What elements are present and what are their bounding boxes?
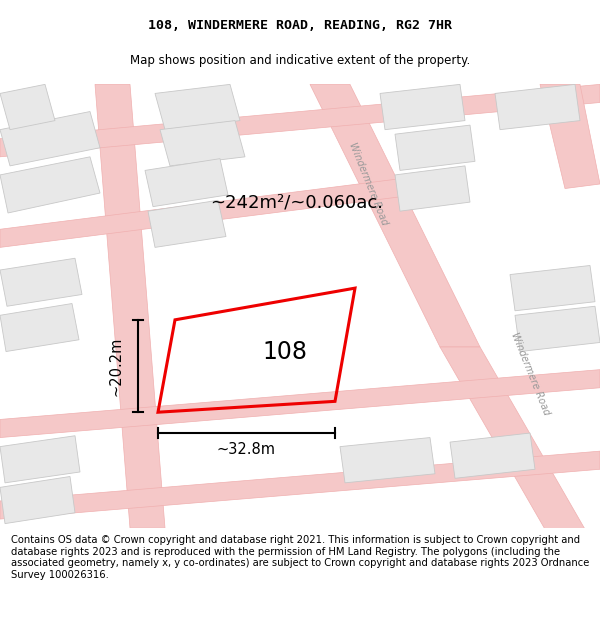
Polygon shape [0,175,430,248]
Polygon shape [540,84,600,189]
Polygon shape [340,438,435,483]
Text: Windermere Road: Windermere Road [509,331,551,417]
Text: ~20.2m: ~20.2m [109,336,124,396]
Text: ~242m²/~0.060ac.: ~242m²/~0.060ac. [210,193,383,211]
Polygon shape [0,111,100,166]
Polygon shape [440,347,600,555]
Text: Windermere Road: Windermere Road [347,141,389,227]
Polygon shape [0,304,79,351]
Text: ~32.8m: ~32.8m [217,442,276,457]
Polygon shape [0,369,600,438]
Text: 108: 108 [263,339,308,364]
Polygon shape [145,159,228,207]
Polygon shape [395,166,470,211]
Text: 108, WINDERMERE ROAD, READING, RG2 7HR: 108, WINDERMERE ROAD, READING, RG2 7HR [148,19,452,32]
Polygon shape [155,84,240,129]
Polygon shape [0,436,80,483]
Polygon shape [148,200,226,248]
Polygon shape [0,451,600,519]
Polygon shape [380,84,465,129]
Text: Map shows position and indicative extent of the property.: Map shows position and indicative extent… [130,54,470,68]
Polygon shape [495,84,580,129]
Text: Contains OS data © Crown copyright and database right 2021. This information is : Contains OS data © Crown copyright and d… [11,535,589,580]
Polygon shape [510,266,595,311]
Polygon shape [450,433,535,478]
Polygon shape [395,125,475,171]
Polygon shape [95,84,165,528]
Polygon shape [160,121,245,166]
Polygon shape [0,258,82,306]
Polygon shape [0,157,100,213]
Polygon shape [0,476,75,524]
Polygon shape [515,306,600,351]
Polygon shape [0,84,600,157]
Polygon shape [0,84,55,129]
Polygon shape [310,84,480,347]
